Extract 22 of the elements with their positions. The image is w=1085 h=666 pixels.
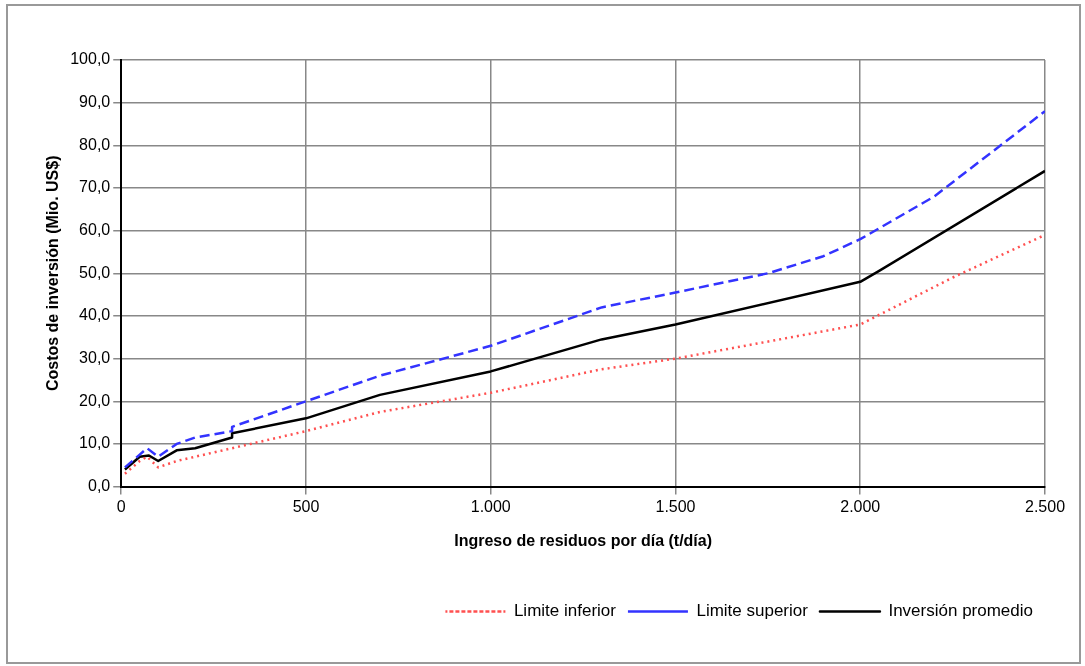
y-tick-label: 80,0 xyxy=(79,135,111,153)
x-tick-label: 1.000 xyxy=(470,497,511,515)
legend-label: Inversión promedio xyxy=(888,601,1033,621)
y-tick-label: 60,0 xyxy=(79,221,111,239)
y-tick-label: 50,0 xyxy=(79,263,111,281)
y-tick-label: 90,0 xyxy=(79,93,111,111)
y-tick-label: 20,0 xyxy=(79,391,111,409)
x-tick-label: 500 xyxy=(292,497,320,515)
y-axis-title: Costos de inversión (Mio. US$) xyxy=(44,155,62,392)
x-tick-label: 1.500 xyxy=(655,497,696,515)
legend-label: Limite superior xyxy=(696,601,809,621)
x-tick-label: 0 xyxy=(116,497,126,515)
y-tick-label: 0,0 xyxy=(87,477,111,495)
y-tick-label: 100,0 xyxy=(70,50,111,68)
y-tick-label: 40,0 xyxy=(79,306,111,324)
x-axis-title: Ingreso de residuos por día (t/día) xyxy=(454,531,713,549)
legend-label: Limite inferior xyxy=(513,601,617,621)
y-tick-label: 10,0 xyxy=(79,434,111,452)
x-tick-label: 2.000 xyxy=(840,497,881,515)
y-tick-label: 30,0 xyxy=(79,349,111,367)
x-tick-label: 2.500 xyxy=(1024,497,1066,515)
y-tick-label: 70,0 xyxy=(79,178,111,196)
